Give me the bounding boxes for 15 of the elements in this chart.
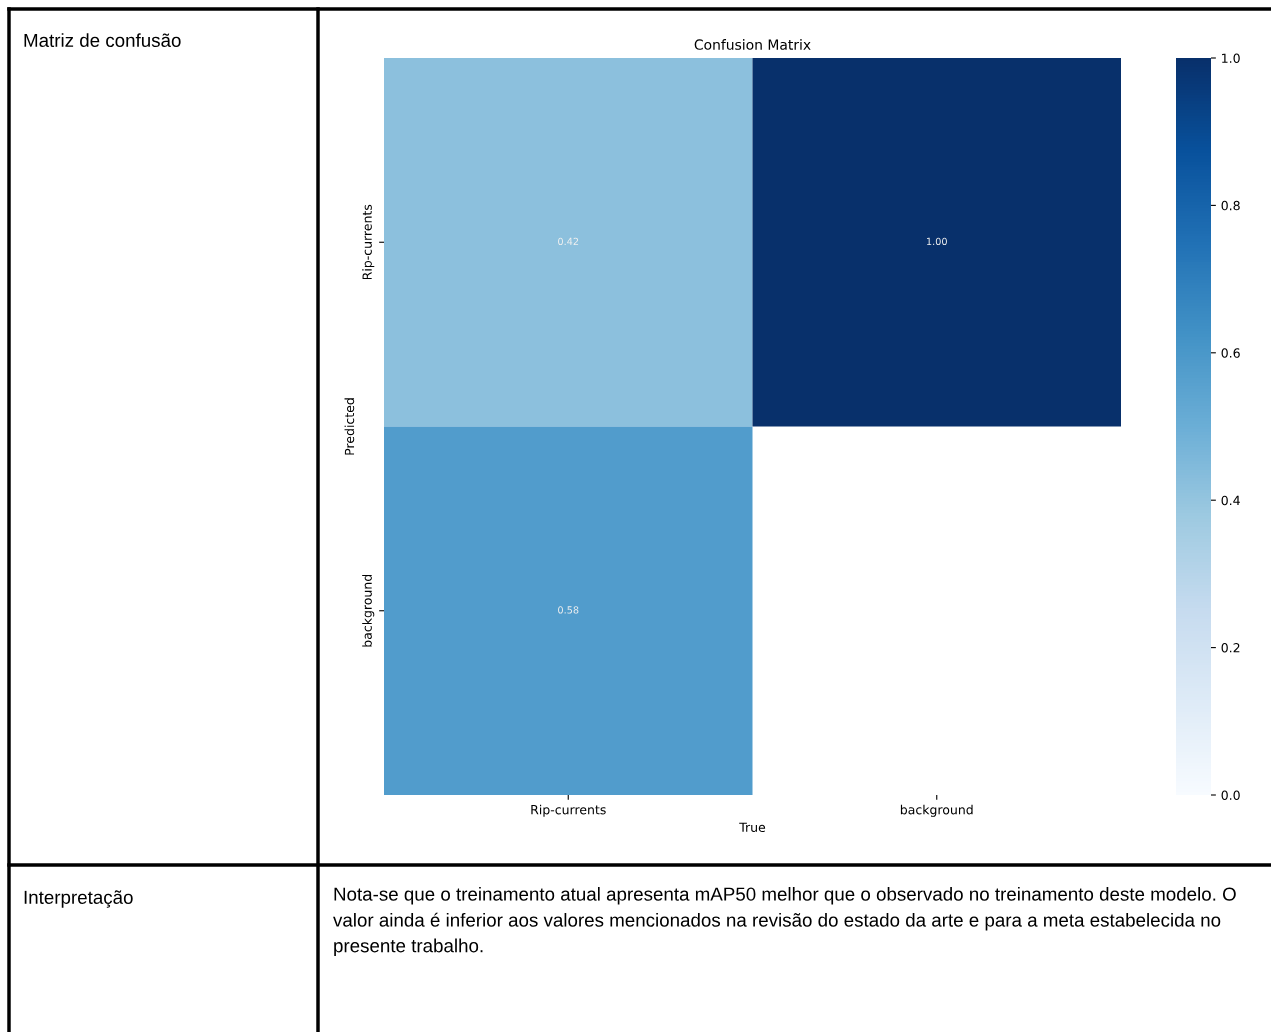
color-bar-label: 0.0 (1221, 790, 1240, 800)
color-bar-label: 0.8 (1221, 200, 1240, 211)
color-bar-label: 1.0 (1222, 53, 1240, 63)
data-label: 1.00 (926, 237, 947, 246)
data-label: 0.58 (558, 606, 579, 614)
text: Interpretação (24, 890, 133, 908)
color-bar-label: 0.4 (1221, 495, 1240, 506)
data-label: 0.42 (558, 237, 579, 246)
color-bar-label: 0.6 (1221, 348, 1240, 358)
y-axis-title: Predicted (344, 398, 355, 455)
text: Matriz de confusão (24, 33, 181, 48)
color-bar-label: 0.2 (1221, 643, 1240, 653)
x-axis-title: True (739, 822, 766, 833)
text: Nota-se que o treinamento atual apresenta mAP50 melhor que o observado no treinamento deste modelo. O valor ainda é inferior aos valores mencionados na revisão do estado da arte e para a meta estabelecida no presente trabalho. (333, 887, 1236, 957)
chart-title: Confusion Matrix (694, 39, 811, 50)
